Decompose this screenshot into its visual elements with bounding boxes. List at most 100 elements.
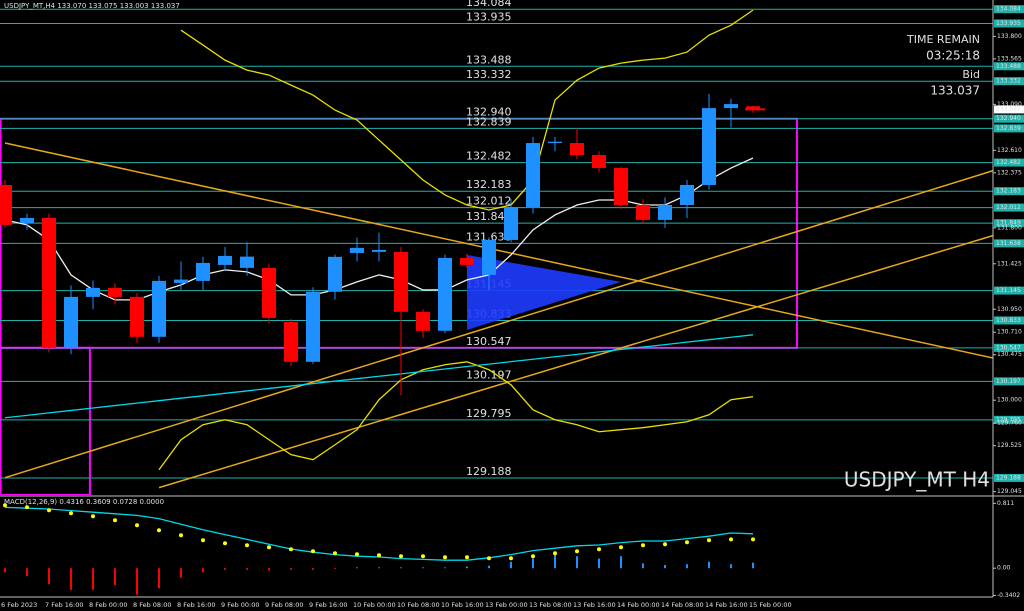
level-tag [994,219,1024,228]
x-tick-label: 14 Feb 08:00 [661,601,704,609]
level-tag [994,473,1024,482]
y-tick-label: 131.800 [997,224,1022,231]
x-tick-label: 10 Feb 16:00 [441,601,484,609]
signal-dot [421,554,425,559]
macd-bar [708,561,710,569]
level-tag-label: 129.188 [996,474,1021,481]
candle-body [262,267,276,318]
y-tick-label: 129.525 [997,442,1022,449]
y-tick-label: 129.760 [997,420,1022,427]
trend-line [4,169,993,479]
candle-body [240,256,254,268]
signal-dot [311,549,315,554]
x-tick-label: 13 Feb 00:00 [485,601,528,609]
x-tick-label: 10 Feb 08:00 [397,601,440,609]
signal-dot [333,551,337,556]
x-tick-label: 6 Feb 2023 [1,601,37,609]
candle-body [702,108,716,185]
candle-body [284,321,298,362]
macd-bar [92,568,94,590]
signal-dot [575,549,579,554]
level-label: 133.332 [466,68,512,81]
candle-body [328,256,342,292]
level-label: 132.839 [466,115,512,128]
level-tag-label: 132.012 [996,204,1021,211]
level-tag [994,5,1024,14]
macd-bar [224,568,226,570]
level-tag [994,19,1024,28]
level-tag-label: 130.197 [996,378,1021,385]
candle-body [0,184,12,225]
candle-body [526,143,540,207]
level-tag [994,114,1024,123]
y-tick-label: 133.800 [997,33,1022,40]
level-tag [994,316,1024,325]
chart-header: USDJPY_MT,H4 133.070 133.075 133.003 133… [4,2,180,10]
level-label: 132.183 [466,178,512,191]
macd-bar [114,568,116,585]
macd-bar [246,568,248,570]
macd-bar [466,566,468,569]
level-tag-label: 130.833 [996,317,1021,324]
candle-body [306,291,320,362]
y-tick-label: 132.610 [997,147,1022,154]
x-tick-label: 8 Feb 00:00 [89,601,128,609]
candle-body [152,280,166,337]
candle-body [746,106,760,110]
y-tick-label: 133.565 [997,55,1022,62]
bid-value: 133.037 [930,84,980,98]
level-tag-label: 134.084 [996,6,1021,13]
level-label: 129.188 [466,465,512,478]
signal-dot [641,543,645,548]
y-tick-label: 130.000 [997,397,1022,404]
level-label: 129.795 [466,407,512,420]
signal-dot [267,545,271,550]
level-tag [994,415,1024,424]
x-tick-label: 9 Feb 16:00 [309,601,348,609]
y-tick-label: -0.3402 [997,592,1020,599]
level-tag [994,239,1024,248]
signal-dot [157,528,161,533]
level-tag [994,187,1024,196]
candle-body [394,251,408,312]
macd-bar [180,568,182,578]
x-tick-label: 9 Feb 00:00 [221,601,260,609]
candle-body [592,155,606,169]
candle-body [196,262,210,281]
signal-dot [465,555,469,560]
signal-dot [355,552,359,557]
bid-label: Bid [962,68,980,81]
candle-body [636,204,650,220]
trend-line [158,234,993,489]
signal-dot [3,503,7,508]
level-tag [994,77,1024,86]
candle-body [460,257,474,265]
y-tick-label: 130.710 [997,329,1022,336]
candle-body [482,239,496,275]
level-tag [994,62,1024,71]
macd-bar [48,568,50,585]
signal-dot [47,508,51,513]
level-tag-label: 131.145 [996,287,1021,294]
level-tag-label: 131.849 [996,220,1021,227]
macd-bar [378,567,380,569]
macd-bar [290,568,292,570]
x-tick-label: 15 Feb 00:00 [749,601,792,609]
y-tick-label: 0.811 [997,500,1014,507]
level-label: 132.940 [466,106,512,119]
level-tag [994,203,1024,212]
signal-dot [619,545,623,550]
macd-bar [202,568,204,573]
macd-bar [576,556,578,569]
level-tag-label: 129.795 [996,416,1021,423]
indicator-line [180,9,754,211]
macd-plot [3,503,755,595]
macd-bar [730,564,732,569]
macd-bar [686,564,688,569]
level-label: 132.482 [466,150,512,163]
indicator-line [4,334,754,419]
y-tick-label: 133.090 [997,101,1022,108]
signal-dot [663,542,667,547]
y-tick-label: 129.045 [997,488,1022,495]
